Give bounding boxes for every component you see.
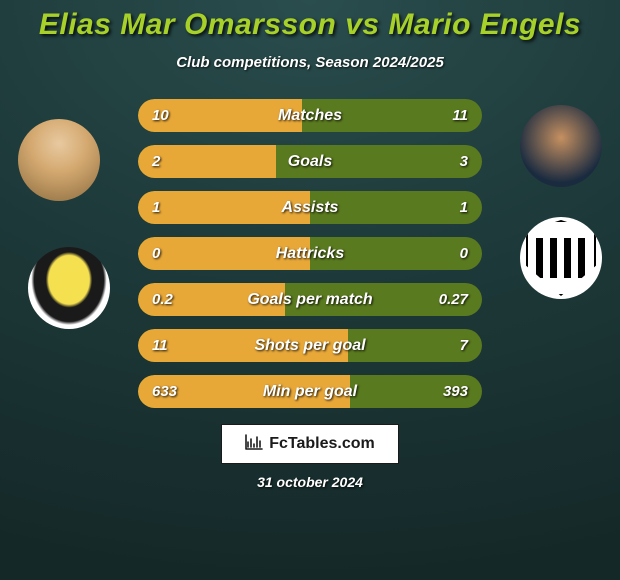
branding-box: FcTables.com bbox=[221, 424, 399, 464]
player1-avatar bbox=[18, 119, 100, 201]
stat-label: Goals per match bbox=[188, 291, 432, 309]
heracles-badge-icon bbox=[526, 220, 596, 296]
stat-row: 11Shots per goal7 bbox=[138, 329, 482, 362]
stat-row: 633Min per goal393 bbox=[138, 375, 482, 408]
chart-icon bbox=[245, 434, 263, 455]
player2-club-badge bbox=[520, 217, 602, 299]
stat-row: 0Hattricks0 bbox=[138, 237, 482, 270]
player1-club-badge bbox=[28, 247, 110, 329]
subtitle: Club competitions, Season 2024/2025 bbox=[0, 54, 620, 71]
site-name: FcTables.com bbox=[269, 435, 375, 453]
stat-left-value: 1 bbox=[152, 199, 188, 216]
stat-right-value: 1 bbox=[432, 199, 468, 216]
stat-left-value: 11 bbox=[152, 337, 188, 354]
stat-label: Shots per goal bbox=[188, 337, 432, 355]
player1-name: Elias Mar Omarsson bbox=[39, 8, 336, 41]
nac-badge-icon bbox=[34, 249, 104, 327]
player2-name: Mario Engels bbox=[388, 8, 581, 41]
stat-row: 2Goals3 bbox=[138, 145, 482, 178]
comparison-card: Elias Mar Omarsson vs Mario Engels Club … bbox=[0, 0, 620, 580]
stat-bars: 10Matches112Goals31Assists10Hattricks00.… bbox=[138, 99, 482, 408]
stat-right-value: 3 bbox=[432, 153, 468, 170]
stat-right-value: 393 bbox=[432, 383, 468, 400]
stat-left-value: 633 bbox=[152, 383, 188, 400]
stat-row: 1Assists1 bbox=[138, 191, 482, 224]
stat-row: 10Matches11 bbox=[138, 99, 482, 132]
stat-label: Min per goal bbox=[188, 383, 432, 401]
page-title: Elias Mar Omarsson vs Mario Engels bbox=[0, 8, 620, 42]
stat-label: Matches bbox=[188, 107, 432, 125]
stat-left-value: 0 bbox=[152, 245, 188, 262]
stat-row: 0.2Goals per match0.27 bbox=[138, 283, 482, 316]
stat-label: Goals bbox=[188, 153, 432, 171]
stat-label: Assists bbox=[188, 199, 432, 217]
date-text: 31 october 2024 bbox=[0, 474, 620, 490]
vs-text: vs bbox=[345, 8, 379, 41]
stat-left-value: 2 bbox=[152, 153, 188, 170]
heracles-stripes bbox=[536, 238, 586, 278]
stat-right-value: 11 bbox=[432, 107, 468, 124]
stat-left-value: 0.2 bbox=[152, 291, 188, 308]
stat-left-value: 10 bbox=[152, 107, 188, 124]
stat-right-value: 0.27 bbox=[432, 291, 468, 308]
content-area: 10Matches112Goals31Assists10Hattricks00.… bbox=[0, 99, 620, 490]
stat-right-value: 0 bbox=[432, 245, 468, 262]
player2-avatar bbox=[520, 105, 602, 187]
stat-label: Hattricks bbox=[188, 245, 432, 263]
stat-right-value: 7 bbox=[432, 337, 468, 354]
